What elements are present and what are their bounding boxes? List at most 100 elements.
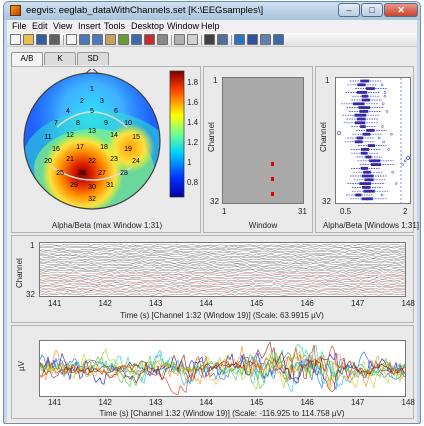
function-icon[interactable] [247, 34, 258, 45]
layout-icon[interactable] [273, 34, 284, 45]
figure-window: eegvis: eeglab_dataWithChannels.set [K:\… [3, 1, 421, 424]
toolbar-separator [201, 35, 202, 45]
channel-trace [40, 250, 405, 253]
channel-trace [40, 284, 405, 286]
channel-trace [40, 263, 405, 266]
boxplot-xtick-left: 0.5 [340, 207, 352, 216]
x-tick-label: 146 [300, 299, 314, 308]
boxplot-plot[interactable] [335, 77, 411, 204]
electrode-label: 5 [90, 108, 94, 115]
channel-trace [40, 287, 405, 290]
legend-icon[interactable] [187, 34, 198, 45]
menu-tools[interactable]: Tools [104, 21, 126, 31]
channel-trace [40, 280, 405, 283]
brush-icon[interactable] [144, 34, 155, 45]
channel-trace [40, 276, 405, 278]
electrode-label: 24 [132, 158, 140, 165]
electrode-label: 2 [80, 98, 84, 105]
hide-plot-tools-icon[interactable] [204, 34, 215, 45]
new-file-icon[interactable] [10, 34, 21, 45]
electrode-label: 10 [124, 120, 132, 127]
minimize-button[interactable]: – [338, 3, 360, 17]
channel-trace [40, 274, 405, 277]
pan-icon[interactable] [105, 34, 116, 45]
print-icon[interactable] [49, 34, 60, 45]
window-map-cell [271, 162, 274, 166]
save-icon[interactable] [36, 34, 47, 45]
show-plot-tools-icon[interactable] [217, 34, 228, 45]
data-cursor-icon[interactable] [131, 34, 142, 45]
x-tick-label: 145 [250, 398, 264, 407]
electrode-label: 28 [120, 170, 128, 177]
electrode-label: 11 [44, 134, 51, 141]
electrode-label: 8 [76, 120, 80, 127]
boxplot-xlabel: Alpha/Beta [Windows 1:31] [322, 221, 420, 230]
channel-trace [40, 252, 405, 254]
tab-k[interactable]: K [44, 52, 76, 65]
close-button[interactable]: ✕ [384, 3, 418, 17]
zoom-in-icon[interactable] [79, 34, 90, 45]
channel-trace [40, 269, 405, 272]
overlay-signal-plot[interactable] [39, 340, 406, 397]
window-map-plot[interactable] [222, 77, 304, 204]
topo-xlabel: Alpha/Beta (max Window 1:31) [51, 221, 163, 230]
window-map-xtick-left: 1 [222, 207, 227, 216]
overlay-xlabel: Time (s) [Channel 1:32 (Window 19)] (Sca… [99, 409, 345, 418]
menu-help[interactable]: Help [201, 21, 220, 31]
colorbar[interactable] [169, 70, 185, 198]
menu-desktop[interactable]: Desktop [131, 21, 165, 31]
menu-window[interactable]: Window [167, 21, 200, 31]
topo-panel: 1 2 3 4 5 6 7 8 9 10 11 12 13 14 15 16 17 18 19 20 21 22 23 24 2… [11, 66, 201, 233]
channel-trace [40, 247, 405, 250]
menu-insert[interactable]: Insert [78, 21, 101, 31]
menu-edit[interactable]: Edit [32, 21, 48, 31]
crosshair-icon[interactable] [234, 34, 245, 45]
x-tick-label: 143 [149, 299, 163, 308]
x-tick-label: 148 [401, 299, 415, 308]
menu-file[interactable]: File [12, 21, 27, 31]
boxplot-ytick-bottom: 32 [322, 197, 331, 206]
link-icon[interactable] [157, 34, 168, 45]
colorbar-tick-label: 1 [187, 158, 192, 167]
electrode-label: 12 [66, 132, 74, 139]
signal-trace [40, 344, 405, 396]
boxplot-outlier [383, 91, 387, 94]
zoom-out-icon[interactable] [92, 34, 103, 45]
electrode-label: 7 [54, 120, 58, 127]
channel-trace [40, 282, 405, 285]
electrode-label: 6 [114, 108, 118, 115]
electrode-label: 14 [110, 132, 118, 139]
x-tick-label: 141 [48, 299, 62, 308]
electrode-label: 31 [106, 182, 114, 189]
figure-toolbar [7, 33, 417, 47]
title-bar[interactable]: eegvis: eeglab_dataWithChannels.set [K:\… [4, 2, 420, 20]
boxplot-outlier [385, 110, 389, 113]
boxplot-outlier [403, 159, 407, 163]
menu-view[interactable]: View [53, 21, 73, 31]
window-map-panel: Channel 1 32 1 31 Window [203, 66, 313, 233]
x-tick-label: 142 [98, 299, 112, 308]
boxplot-outlier [377, 136, 381, 140]
stacked-ytick-bottom: 32 [26, 290, 35, 299]
tab-ab[interactable]: A/B [11, 52, 43, 66]
window-map-xlabel: Window [248, 221, 278, 230]
rotate-icon[interactable] [118, 34, 129, 45]
tab-sd[interactable]: SD [77, 52, 109, 65]
electrode-label: 22 [88, 158, 96, 165]
electrode-label: 32 [88, 196, 96, 203]
boxplot-outlier [380, 83, 384, 87]
electrode-label: 29 [70, 182, 78, 189]
channel-trace [40, 268, 405, 270]
stacked-signal-plot[interactable] [39, 242, 406, 297]
colorbar-icon[interactable] [174, 34, 185, 45]
pointer-icon[interactable] [66, 34, 77, 45]
open-file-icon[interactable] [23, 34, 34, 45]
x-tick-label: 147 [351, 299, 365, 308]
grid-icon[interactable] [260, 34, 271, 45]
boxplot-outlier [390, 132, 393, 136]
x-tick-label: 143 [149, 398, 163, 407]
boxplot-xtick-right: 2 [403, 207, 408, 216]
boxplot-outlier [380, 193, 384, 197]
maximize-button[interactable]: □ [361, 3, 383, 17]
